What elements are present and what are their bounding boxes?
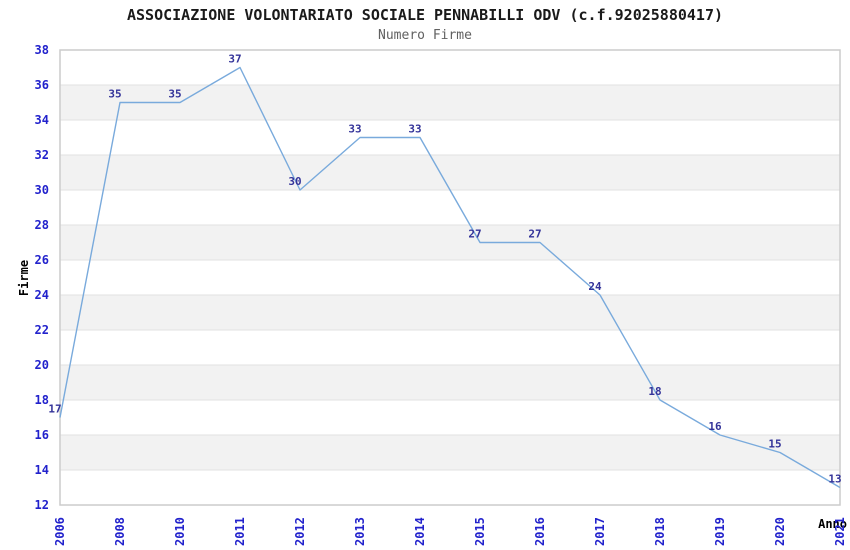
data-point-label: 33 bbox=[348, 123, 361, 136]
data-point-label: 35 bbox=[108, 88, 121, 101]
y-tick-label: 16 bbox=[35, 428, 49, 442]
x-axis-label: Anno bbox=[818, 517, 847, 531]
y-tick-label: 26 bbox=[35, 253, 49, 267]
y-tick-label: 20 bbox=[35, 358, 49, 372]
data-point-label: 15 bbox=[768, 438, 781, 451]
y-tick-label: 38 bbox=[35, 43, 49, 57]
chart-title: ASSOCIAZIONE VOLONTARIATO SOCIALE PENNAB… bbox=[126, 6, 724, 24]
y-tick-label: 34 bbox=[35, 113, 49, 127]
y-tick-label: 22 bbox=[35, 323, 49, 337]
y-tick-label: 36 bbox=[35, 78, 49, 92]
y-tick-label: 30 bbox=[35, 183, 49, 197]
x-tick-label: 2016 bbox=[533, 517, 547, 546]
plot-border bbox=[59, 49, 841, 506]
data-point-label: 24 bbox=[588, 280, 602, 293]
y-tick-label: 32 bbox=[35, 148, 49, 162]
data-point-label: 30 bbox=[288, 175, 301, 188]
x-tick-label: 2015 bbox=[473, 517, 487, 546]
x-tick-label: 2014 bbox=[413, 517, 427, 546]
x-tick-label: 2018 bbox=[653, 517, 667, 546]
data-point-label: 35 bbox=[168, 88, 181, 101]
x-tick-label: 2019 bbox=[713, 517, 727, 546]
y-tick-label: 14 bbox=[35, 463, 49, 477]
x-tick-label: 2006 bbox=[53, 517, 67, 546]
grid-band bbox=[60, 225, 840, 260]
x-tick-label: 2021 bbox=[833, 517, 847, 546]
grid-band bbox=[60, 365, 840, 400]
series-line bbox=[59, 66, 841, 489]
grid-band bbox=[60, 155, 840, 190]
y-tick-label: 18 bbox=[35, 393, 49, 407]
x-tick-label: 2012 bbox=[293, 517, 307, 546]
data-point-label: 27 bbox=[528, 228, 541, 241]
x-tick-label: 2008 bbox=[113, 517, 127, 546]
x-tick-label: 2013 bbox=[353, 517, 367, 546]
chart-subtitle: Numero Firme bbox=[378, 28, 472, 43]
y-tick-label: 24 bbox=[35, 288, 49, 302]
x-tick-label: 2010 bbox=[173, 517, 187, 546]
grid-band bbox=[60, 85, 840, 120]
data-point-label: 16 bbox=[708, 420, 722, 433]
y-tick-label: 12 bbox=[35, 498, 49, 512]
data-point-label: 17 bbox=[48, 403, 61, 416]
y-tick-label: 28 bbox=[35, 218, 49, 232]
data-point-label: 37 bbox=[228, 53, 241, 66]
data-point-label: 18 bbox=[648, 385, 661, 398]
x-tick-label: 2011 bbox=[233, 517, 247, 546]
x-tick-label: 2020 bbox=[773, 517, 787, 546]
data-point-label: 13 bbox=[828, 473, 841, 486]
grid-band bbox=[60, 295, 840, 330]
data-point-label: 33 bbox=[408, 123, 421, 136]
data-point-label: 27 bbox=[468, 228, 481, 241]
x-tick-label: 2017 bbox=[593, 517, 607, 546]
grid-band bbox=[60, 435, 840, 470]
